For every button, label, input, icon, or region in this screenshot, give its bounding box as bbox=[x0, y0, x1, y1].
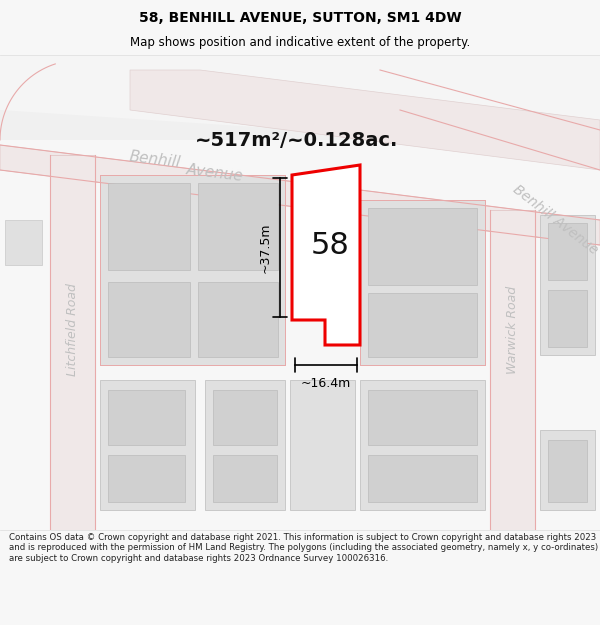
Polygon shape bbox=[108, 183, 190, 270]
Polygon shape bbox=[368, 293, 477, 357]
Text: Warwick Road: Warwick Road bbox=[505, 286, 518, 374]
Polygon shape bbox=[368, 208, 477, 285]
Polygon shape bbox=[100, 380, 195, 510]
Polygon shape bbox=[290, 380, 355, 510]
Polygon shape bbox=[548, 290, 587, 347]
Polygon shape bbox=[548, 223, 587, 280]
Polygon shape bbox=[360, 380, 485, 510]
Polygon shape bbox=[360, 200, 485, 365]
Text: ~517m²/~0.128ac.: ~517m²/~0.128ac. bbox=[195, 131, 398, 149]
Text: Avenue: Avenue bbox=[185, 162, 244, 184]
Polygon shape bbox=[380, 55, 600, 170]
Polygon shape bbox=[198, 282, 278, 357]
Polygon shape bbox=[5, 220, 42, 265]
Text: Benhill Avenue: Benhill Avenue bbox=[510, 182, 600, 258]
Polygon shape bbox=[198, 183, 278, 270]
Polygon shape bbox=[100, 175, 285, 365]
Polygon shape bbox=[108, 282, 190, 357]
Polygon shape bbox=[0, 55, 600, 150]
Polygon shape bbox=[292, 165, 360, 345]
Polygon shape bbox=[548, 440, 587, 502]
Polygon shape bbox=[130, 70, 600, 170]
Polygon shape bbox=[0, 55, 600, 140]
Polygon shape bbox=[540, 215, 595, 355]
Polygon shape bbox=[50, 155, 95, 530]
Text: Map shows position and indicative extent of the property.: Map shows position and indicative extent… bbox=[130, 36, 470, 49]
Text: Benhill: Benhill bbox=[128, 149, 182, 171]
Polygon shape bbox=[490, 210, 535, 530]
Text: 58: 58 bbox=[311, 231, 349, 259]
Text: ~37.5m: ~37.5m bbox=[259, 222, 272, 272]
Polygon shape bbox=[213, 390, 277, 445]
Polygon shape bbox=[205, 380, 285, 510]
Polygon shape bbox=[213, 455, 277, 502]
Polygon shape bbox=[368, 390, 477, 445]
Text: Contains OS data © Crown copyright and database right 2021. This information is : Contains OS data © Crown copyright and d… bbox=[9, 533, 598, 562]
Polygon shape bbox=[0, 55, 150, 120]
Polygon shape bbox=[368, 455, 477, 502]
Polygon shape bbox=[108, 455, 185, 502]
Polygon shape bbox=[540, 430, 595, 510]
Text: ~16.4m: ~16.4m bbox=[301, 377, 351, 390]
Text: 58, BENHILL AVENUE, SUTTON, SM1 4DW: 58, BENHILL AVENUE, SUTTON, SM1 4DW bbox=[139, 11, 461, 25]
Text: Litchfield Road: Litchfield Road bbox=[65, 284, 79, 376]
Polygon shape bbox=[0, 145, 600, 245]
Polygon shape bbox=[108, 390, 185, 445]
